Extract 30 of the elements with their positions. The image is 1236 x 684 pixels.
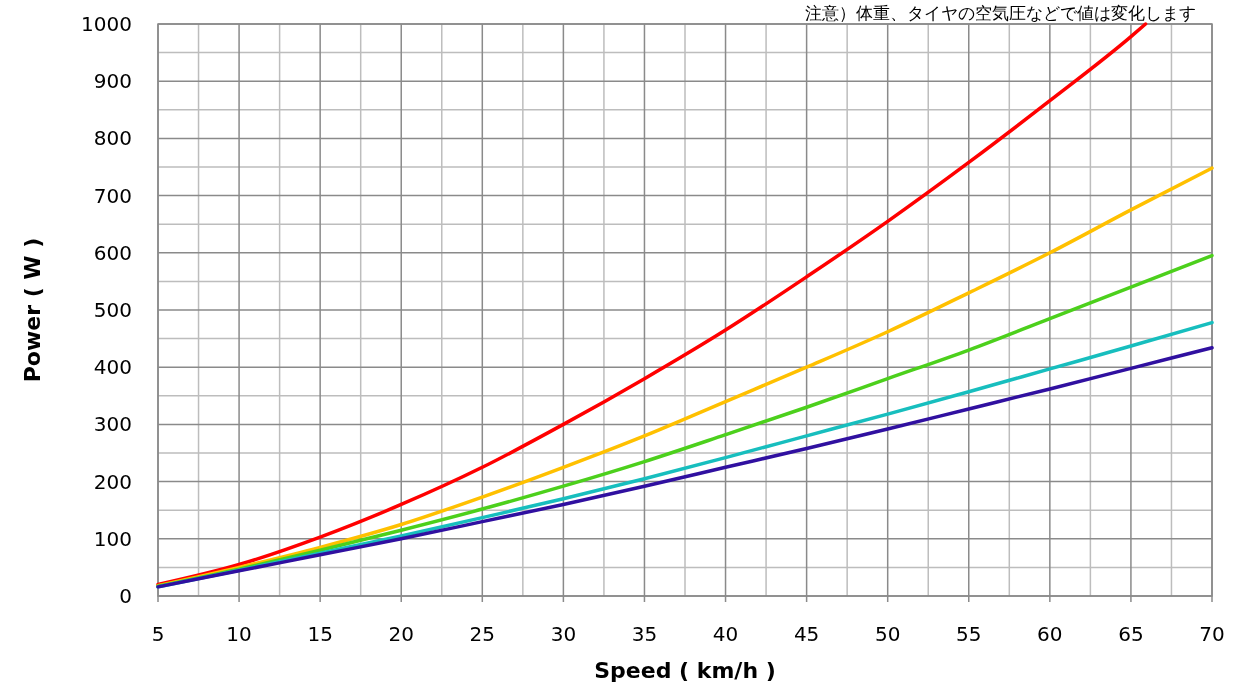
y-tick-label: 200 xyxy=(93,469,132,494)
line-series xyxy=(156,166,1214,588)
x-tick-label: 55 xyxy=(956,622,982,646)
y-tick-label: 800 xyxy=(93,126,132,151)
line-series xyxy=(156,22,1148,587)
x-tick-label: 65 xyxy=(1118,622,1144,646)
y-tick-label: 900 xyxy=(93,69,132,94)
x-tick-label: 50 xyxy=(874,622,901,646)
x-tick-label: 15 xyxy=(307,622,333,646)
text: 注意）体重、タイヤの空気圧などで値は変化します xyxy=(805,3,1196,23)
x-tick-label: 70 xyxy=(1199,622,1225,646)
y-tick-label: 600 xyxy=(93,240,132,265)
x-tick-label: 10 xyxy=(226,622,252,646)
x-tick-label: 30 xyxy=(550,622,577,646)
y-tick-label: 100 xyxy=(93,526,132,551)
y-tick-label: 400 xyxy=(93,355,132,380)
x-tick-label: 25 xyxy=(469,622,496,646)
y-tick-label: 700 xyxy=(93,183,132,208)
x-tick-label: 60 xyxy=(1037,622,1063,646)
x-tick-label: 35 xyxy=(631,622,658,646)
y-tick-label: 1000 xyxy=(81,12,132,36)
y-tick-label: 500 xyxy=(93,298,132,322)
x-tick-label: 45 xyxy=(793,622,820,646)
y-tick-label: 0 xyxy=(119,584,132,608)
y-tick-label: 300 xyxy=(93,412,132,437)
x-axis-title: Speed ( km/h ) xyxy=(594,658,776,683)
x-tick-label: 20 xyxy=(388,622,414,646)
x-tick-label: 5 xyxy=(151,622,165,646)
y-axis-title: Power ( W ) xyxy=(20,237,45,383)
x-tick-label: 40 xyxy=(712,622,739,646)
